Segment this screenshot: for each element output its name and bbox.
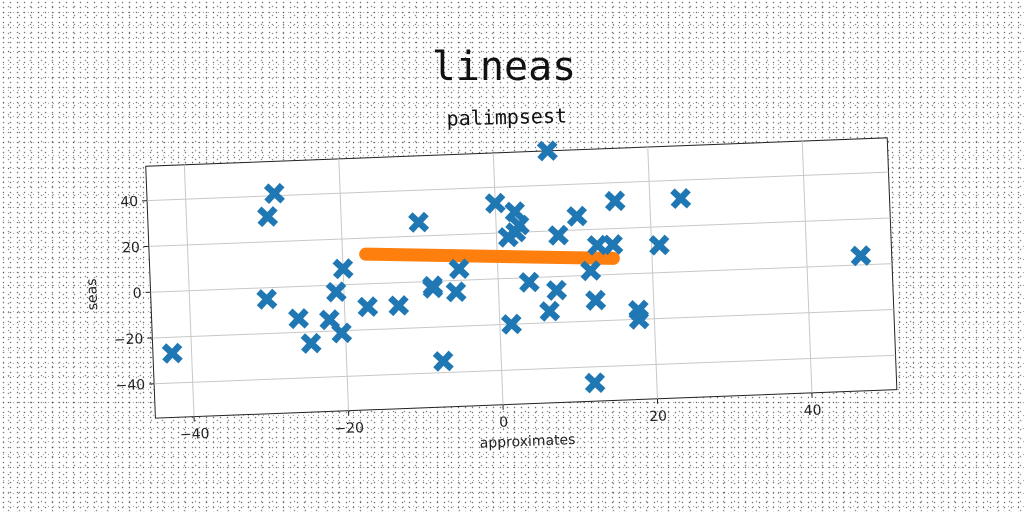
scatter-point [602, 234, 624, 256]
scatter-point [332, 258, 354, 280]
scatter-point [604, 190, 626, 212]
scatter-point [448, 258, 470, 280]
ticks: −40 −20 0 20 40 −40 −20 0 20 40 [114, 194, 822, 443]
scatter-point [300, 332, 322, 354]
scatter-point [539, 300, 561, 322]
scatter-point [256, 288, 278, 310]
scatter-point [536, 140, 558, 162]
scatter-point [325, 281, 347, 303]
x-tick-label: 20 [649, 408, 667, 425]
fit-line-series [359, 247, 620, 265]
scatter-point [648, 234, 670, 256]
scatter-point [518, 271, 540, 293]
scatter-point [628, 308, 650, 330]
scatter-point [547, 224, 569, 246]
x-axis-label: approximates [479, 432, 575, 452]
scatter-point [445, 281, 467, 303]
chart-subtitle: palimpsest [446, 103, 567, 130]
y-grid-line [152, 308, 894, 339]
scatter-point [850, 245, 872, 267]
scatter-point [161, 342, 183, 364]
scatter-point [432, 350, 454, 372]
scatter-point [484, 192, 506, 214]
fit-line [359, 247, 620, 265]
x-tick-label: −40 [180, 426, 210, 443]
scatter-point [422, 277, 444, 299]
scatter-series [161, 140, 872, 394]
scatter-point [500, 313, 522, 335]
scatter-point [331, 322, 353, 344]
scatter-point [586, 234, 608, 256]
plot-area: −40 −20 0 20 40 −40 −20 0 20 40 approximates seas [84, 137, 898, 452]
scatter-point [585, 289, 607, 311]
x-tick-label: −20 [334, 420, 364, 437]
x-tick-label: 40 [803, 403, 821, 420]
scatter-point [257, 206, 279, 228]
y-grid-line [154, 354, 896, 385]
y-axis-label: seas [84, 278, 101, 310]
y-tick-label: 40 [120, 194, 138, 211]
scatter-point [288, 308, 310, 330]
scatter-point [504, 201, 526, 223]
scatter-point [388, 295, 410, 317]
y-tick-label: 20 [122, 240, 140, 257]
scatter-point [670, 187, 692, 209]
scatter-point [580, 260, 602, 282]
scatter-point [566, 205, 588, 227]
scatter-point [546, 279, 568, 301]
scatter-point [508, 214, 530, 236]
chart-title: lineas [432, 44, 577, 90]
scatter-point [408, 211, 430, 233]
scatter-point [357, 296, 379, 318]
y-tick-label: −20 [114, 331, 144, 348]
scatter-point [263, 182, 285, 204]
scatter-point [584, 372, 606, 394]
y-tick-label: −40 [115, 377, 145, 394]
y-tick-label: 0 [132, 286, 142, 302]
x-tick-label: 0 [499, 415, 509, 431]
